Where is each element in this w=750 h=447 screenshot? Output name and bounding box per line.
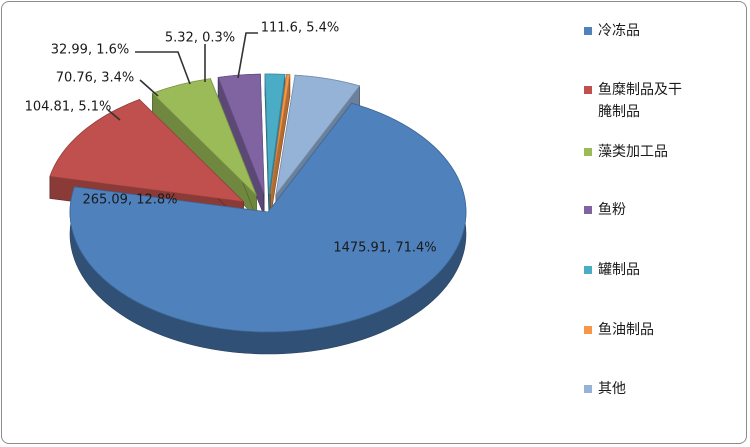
legend-item-7: 其他 — [584, 381, 626, 397]
leader-line — [135, 51, 191, 85]
legend-swatch — [584, 266, 592, 274]
pie-slice-1 — [69, 102, 467, 355]
data-labels: 1475.91, 71.4% 265.09, 12.8% 104.81, 5.1% 7… — [25, 21, 437, 256]
legend-label: 鱼糜制品及干 — [598, 81, 682, 98]
pie-slice-top — [49, 99, 245, 203]
leader-line — [139, 79, 159, 97]
data-label-4: 70.76, 3.4% — [56, 71, 135, 86]
legend-swatch — [584, 27, 592, 35]
legend-item-1: 冷冻品 — [584, 22, 640, 39]
leader-line — [237, 32, 258, 79]
legend-item-4: 鱼粉 — [584, 201, 626, 218]
pie-slice-top — [69, 102, 467, 333]
data-label-3: 104.81, 5.1% — [25, 100, 112, 115]
pie-slice-4 — [217, 73, 265, 217]
legend-label: 腌制品 — [598, 104, 640, 120]
legend-label: 鱼粉 — [598, 201, 626, 218]
data-label-5: 32.99, 1.6% — [51, 43, 130, 58]
legend-label: 冷冻品 — [598, 22, 640, 39]
legend-label: 鱼油制品 — [598, 321, 654, 338]
pie-slice-6 — [270, 74, 291, 217]
legend-label: 其他 — [598, 381, 626, 397]
legend-label: 罐制品 — [598, 262, 640, 278]
legend-swatch — [584, 385, 592, 393]
pie-slice-top — [151, 78, 257, 196]
legend-item-5: 罐制品 — [584, 262, 640, 278]
pie-slice-top — [270, 74, 291, 195]
legend-item-3: 藻类加工品 — [584, 144, 668, 160]
legend-swatch — [584, 86, 592, 94]
pie-slice-top — [275, 74, 361, 195]
data-label-2: 265.09, 12.8% — [82, 193, 177, 208]
pie-slices-3d — [49, 73, 467, 355]
legend-swatch — [584, 326, 592, 334]
data-label-7: 111.6, 5.4% — [261, 21, 340, 36]
leader-line — [107, 109, 121, 121]
legend-label: 藻类加工品 — [598, 144, 668, 160]
legend-swatch — [584, 148, 592, 156]
pie-slice-top — [264, 73, 286, 195]
data-label-1: 1475.91, 71.4% — [333, 241, 436, 256]
data-label-6: 5.32, 0.3% — [165, 31, 235, 46]
pie-slice-3 — [151, 78, 257, 219]
label-leaders — [107, 32, 258, 121]
legend-item-6: 鱼油制品 — [584, 321, 654, 338]
legend-swatch — [584, 206, 592, 214]
